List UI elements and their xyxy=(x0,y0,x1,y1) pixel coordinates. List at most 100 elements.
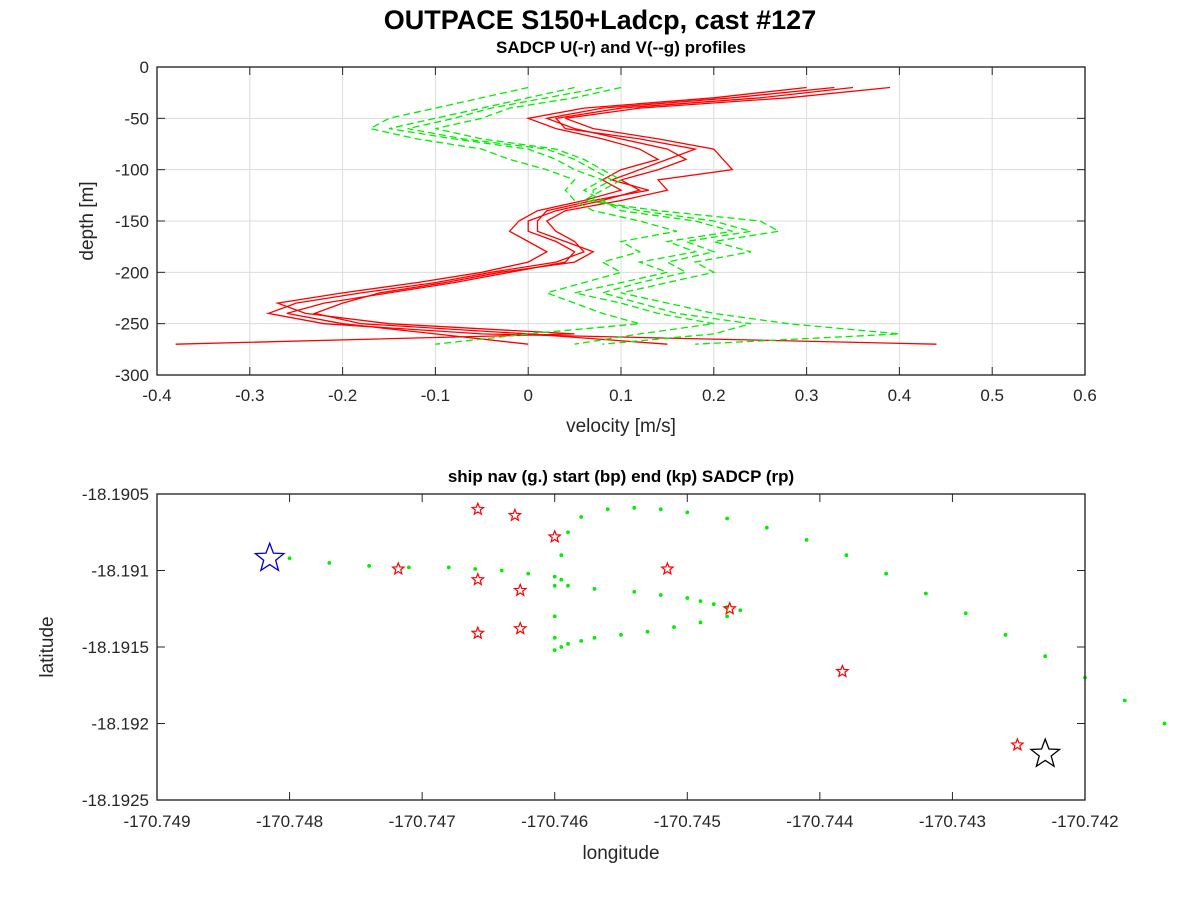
nav-y-axis-label: latitude xyxy=(37,616,58,677)
profile-x-tick-label: 0.4 xyxy=(888,386,912,405)
nav-x-tick-label: -170.749 xyxy=(123,812,190,831)
nav-x-tick-label: -170.745 xyxy=(654,812,721,831)
nav-point xyxy=(711,602,716,607)
profile-series-line-5 xyxy=(435,86,900,345)
nav-point xyxy=(1162,721,1167,726)
sadcp-point-star xyxy=(660,561,675,576)
sadcp-point-star xyxy=(512,620,528,635)
nav-point xyxy=(287,556,292,561)
profile-x-tick-label: 0.6 xyxy=(1073,386,1097,405)
profile-y-axis-label: depth [m] xyxy=(77,181,98,260)
nav-point xyxy=(619,632,623,637)
sadcp-point-star xyxy=(391,561,406,576)
nav-point xyxy=(924,591,928,596)
nav-point xyxy=(1003,632,1008,637)
profile-x-tick-label: 0.1 xyxy=(609,386,633,405)
sadcp-point-star xyxy=(547,529,562,544)
nav-point xyxy=(407,565,411,570)
profile-y-tick-label: -250 xyxy=(115,315,149,334)
nav-point xyxy=(725,516,729,521)
nav-point xyxy=(685,510,690,515)
nav-point xyxy=(579,639,584,643)
nav-point xyxy=(526,571,531,576)
nav-point xyxy=(566,642,570,646)
profile-y-ticks: 0 -50 -100 -150 -200 -250 -300 xyxy=(115,58,1085,385)
profile-x-tick-label: 0.5 xyxy=(980,386,1004,405)
nav-point xyxy=(446,565,451,570)
nav-x-ticks: -170.749 -170.748 -170.747 -170.746 -170.745… xyxy=(123,494,1119,831)
nav-point xyxy=(1122,698,1127,703)
start-point-star xyxy=(253,541,286,572)
profile-x-tick-label: -0.2 xyxy=(328,386,357,405)
profile-x-tick-label: 0.2 xyxy=(702,386,726,405)
profile-x-ticks: -0.4 -0.3 -0.2 -0.1 0 0.1 0.2 0.3 0.4 0.5 0.6 xyxy=(142,67,1097,405)
nav-point xyxy=(738,608,743,613)
nav-plot-area xyxy=(156,493,1086,801)
profile-series-line-3 xyxy=(312,86,854,345)
nav-point xyxy=(559,553,564,558)
nav-point xyxy=(764,525,769,530)
profile-panel: SADCP U(-r) and V(--g) profiles -0.4 -0.3… xyxy=(77,38,1097,437)
nav-point xyxy=(725,614,729,619)
figure-title: OUTPACE S150+Ladcp, cast #127 xyxy=(384,5,816,35)
nav-panel: ship nav (g.) start (bp) end (kp) SADCP … xyxy=(37,467,1167,864)
sadcp-point-star xyxy=(512,582,528,597)
nav-x-tick-label: -170.746 xyxy=(521,812,588,831)
profile-y-tick-label: -50 xyxy=(124,109,149,128)
sadcp-point-star xyxy=(835,663,850,678)
profile-x-tick-label: 0 xyxy=(523,386,532,405)
sadcp-point-star xyxy=(722,601,737,615)
nav-point xyxy=(658,507,663,512)
nav-y-ticks: -18.1905 -18.191 -18.1915 -18.192 -18.1925 xyxy=(82,485,1085,810)
profile-x-tick-label: -0.3 xyxy=(235,386,264,405)
profile-series-group xyxy=(175,86,937,345)
nav-point xyxy=(963,611,968,616)
nav-point xyxy=(658,593,663,597)
nav-point xyxy=(1043,654,1048,659)
nav-y-tick-label: -18.1905 xyxy=(82,485,149,504)
nav-point xyxy=(566,530,570,535)
nav-point xyxy=(632,505,637,510)
nav-point xyxy=(367,564,371,568)
nav-x-tick-label: -170.742 xyxy=(1051,812,1118,831)
nav-marks-group xyxy=(253,501,1167,768)
profile-x-tick-label: 0.3 xyxy=(795,386,819,405)
nav-point xyxy=(698,599,703,603)
nav-y-tick-label: -18.191 xyxy=(91,562,149,581)
profile-y-tick-label: -150 xyxy=(115,212,149,231)
nav-point xyxy=(473,567,478,571)
nav-x-axis-label: longitude xyxy=(582,843,659,864)
nav-x-tick-label: -170.748 xyxy=(256,812,323,831)
profile-y-tick-label: -200 xyxy=(115,263,149,282)
nav-point xyxy=(672,625,676,629)
profile-series-line-4 xyxy=(388,86,733,345)
nav-point xyxy=(552,635,557,640)
nav-y-tick-label: -18.1915 xyxy=(82,638,149,657)
nav-point xyxy=(605,507,610,512)
nav-point xyxy=(552,583,557,588)
profile-series-line-2 xyxy=(175,86,807,345)
profile-y-tick-label: -100 xyxy=(115,161,149,180)
nav-point xyxy=(552,648,557,652)
nav-point xyxy=(844,553,849,558)
sadcp-point-star xyxy=(507,507,523,522)
profile-x-axis-label: velocity [m/s] xyxy=(566,416,676,437)
profile-series-line-1 xyxy=(265,86,937,345)
nav-point xyxy=(559,645,564,649)
nav-point xyxy=(566,583,570,588)
end-point-star xyxy=(1029,737,1062,768)
nav-y-tick-label: -18.192 xyxy=(91,715,149,734)
nav-y-tick-label: -18.1925 xyxy=(82,791,149,810)
profile-series-line-7 xyxy=(407,86,752,345)
profile-x-tick-label: -0.4 xyxy=(142,386,171,405)
sadcp-point-star xyxy=(470,572,486,586)
profile-y-tick-label: 0 xyxy=(140,58,149,77)
profile-y-tick-label: -300 xyxy=(115,366,149,385)
sadcp-point-star xyxy=(1010,737,1025,752)
nav-point xyxy=(559,577,564,582)
nav-x-tick-label: -170.744 xyxy=(786,812,853,831)
nav-point xyxy=(698,620,703,625)
nav-point xyxy=(804,538,809,542)
nav-point xyxy=(592,635,597,640)
